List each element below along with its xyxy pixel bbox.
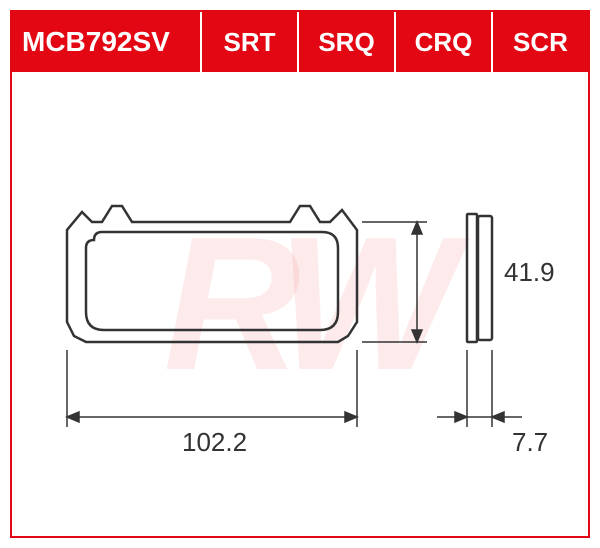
variant-scr: SCR <box>493 12 588 72</box>
dimension-height <box>362 222 427 342</box>
brake-pad-front-view <box>67 206 357 342</box>
dimension-width-label: 102.2 <box>182 427 247 458</box>
dimension-thickness-label: 7.7 <box>512 427 548 458</box>
diagram-area: RW <box>12 72 588 536</box>
variant-crq: CRQ <box>396 12 493 72</box>
dimension-height-label: 41.9 <box>504 257 555 288</box>
variant-srq: SRQ <box>299 12 396 72</box>
technical-drawing-svg <box>12 72 588 536</box>
dimension-width <box>67 350 357 427</box>
product-code: MCB792SV <box>12 12 202 72</box>
header-bar: MCB792SV SRT SRQ CRQ SCR <box>12 12 588 72</box>
dimension-thickness <box>437 350 522 427</box>
brake-pad-side-view <box>467 214 492 342</box>
outer-frame: MCB792SV SRT SRQ CRQ SCR RW <box>10 10 590 538</box>
variant-srt: SRT <box>202 12 299 72</box>
